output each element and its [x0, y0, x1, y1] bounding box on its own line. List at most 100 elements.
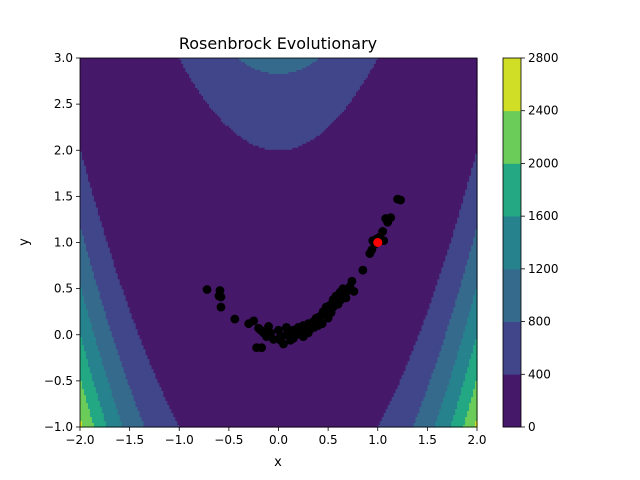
contour-cell — [465, 375, 478, 378]
contour-cell — [80, 409, 91, 412]
contour-cell — [87, 361, 103, 364]
contour-cell — [463, 277, 478, 280]
contour-cell — [419, 407, 442, 410]
contour-cell — [115, 345, 145, 348]
contour-cell — [103, 413, 119, 416]
contour-cell — [471, 171, 478, 175]
contour-cell — [381, 419, 417, 422]
contour-cell — [310, 63, 375, 67]
contour-cell — [419, 333, 446, 336]
contour-cell — [80, 61, 182, 65]
contour-cell — [89, 369, 105, 372]
contour-cell — [80, 257, 91, 261]
contour-cell — [99, 353, 119, 356]
contour-cell — [97, 397, 115, 400]
contour-cell — [80, 77, 192, 81]
contour-cell — [437, 279, 462, 282]
contour-cell — [461, 283, 478, 286]
contour-cell — [157, 381, 401, 384]
contour-cell — [80, 293, 83, 296]
contour-cell — [407, 361, 438, 364]
contour-cell — [453, 365, 470, 368]
contour-cell — [451, 373, 466, 376]
contour-cell — [463, 333, 478, 336]
contour-cell — [80, 211, 99, 215]
contour-cell — [83, 237, 107, 241]
contour-cell — [85, 305, 105, 308]
contour-cell — [218, 115, 339, 119]
x-axis-label: x — [274, 455, 282, 470]
contour-cell — [131, 393, 164, 396]
contour-cell — [101, 363, 123, 366]
contour-cell — [105, 237, 452, 241]
contour-cell — [111, 393, 133, 396]
contour-cell — [461, 205, 478, 209]
contour-cell — [85, 165, 474, 169]
contour-cell — [95, 279, 121, 282]
contour-cell — [95, 283, 121, 286]
contour-cell — [461, 203, 478, 207]
contour-cell — [463, 425, 476, 428]
contour-cell — [101, 407, 117, 410]
contour-cell — [195, 85, 361, 89]
contour-cell — [145, 349, 415, 352]
contour-cell — [80, 109, 214, 113]
contour-cell — [155, 377, 403, 380]
contour-cell — [93, 425, 107, 428]
contour-cell — [80, 259, 91, 263]
contour-cell — [80, 163, 85, 167]
contour-cell — [80, 403, 89, 406]
contour-cell — [121, 361, 151, 364]
contour-cell — [103, 415, 121, 418]
contour-cell — [105, 239, 452, 243]
contour-cell — [393, 395, 426, 398]
contour-cell — [175, 419, 383, 422]
contour-cell — [475, 155, 478, 159]
contour-cell — [139, 411, 172, 414]
contour-cell — [203, 97, 353, 101]
contour-cell — [473, 345, 478, 348]
contour-cell — [437, 281, 462, 284]
contour-cell — [80, 383, 83, 386]
contour-cell — [455, 413, 468, 416]
contour-cell — [80, 337, 83, 340]
contour-cell — [467, 321, 478, 324]
contour-cell — [127, 301, 432, 304]
contour-cell — [216, 113, 341, 117]
contour-cell — [461, 285, 478, 288]
contour-cell — [413, 423, 436, 426]
contour-cell — [451, 375, 466, 378]
contour-cell — [80, 321, 91, 324]
contour-cell — [461, 343, 476, 346]
contour-cell — [449, 379, 466, 382]
contour-cell — [465, 327, 478, 330]
contour-cell — [125, 373, 157, 376]
contour-cell — [469, 311, 478, 314]
contour-cell — [465, 423, 476, 426]
contour-cell — [99, 291, 125, 294]
contour-cell — [465, 329, 478, 332]
contour-cell — [80, 221, 103, 225]
contour-cell — [328, 125, 478, 129]
contour-cell — [101, 357, 121, 360]
contour-cell — [399, 379, 430, 382]
contour-cell — [473, 347, 478, 350]
contour-cell — [475, 159, 478, 163]
contour-cell — [83, 297, 101, 300]
contour-cell — [80, 139, 248, 143]
contour-cell — [467, 181, 478, 185]
contour-cell — [80, 307, 87, 310]
contour-cell — [455, 223, 478, 227]
contour-cell — [121, 285, 436, 288]
contour-cell — [258, 145, 299, 149]
contour-cell — [117, 349, 147, 352]
contour-cell — [80, 419, 93, 422]
contour-cell — [80, 255, 89, 259]
contour-cell — [429, 383, 450, 386]
contour-cell — [469, 175, 478, 179]
contour-cell — [87, 253, 113, 257]
contour-cell — [473, 299, 478, 302]
contour-cell — [473, 351, 478, 354]
contour-cell — [435, 365, 454, 368]
